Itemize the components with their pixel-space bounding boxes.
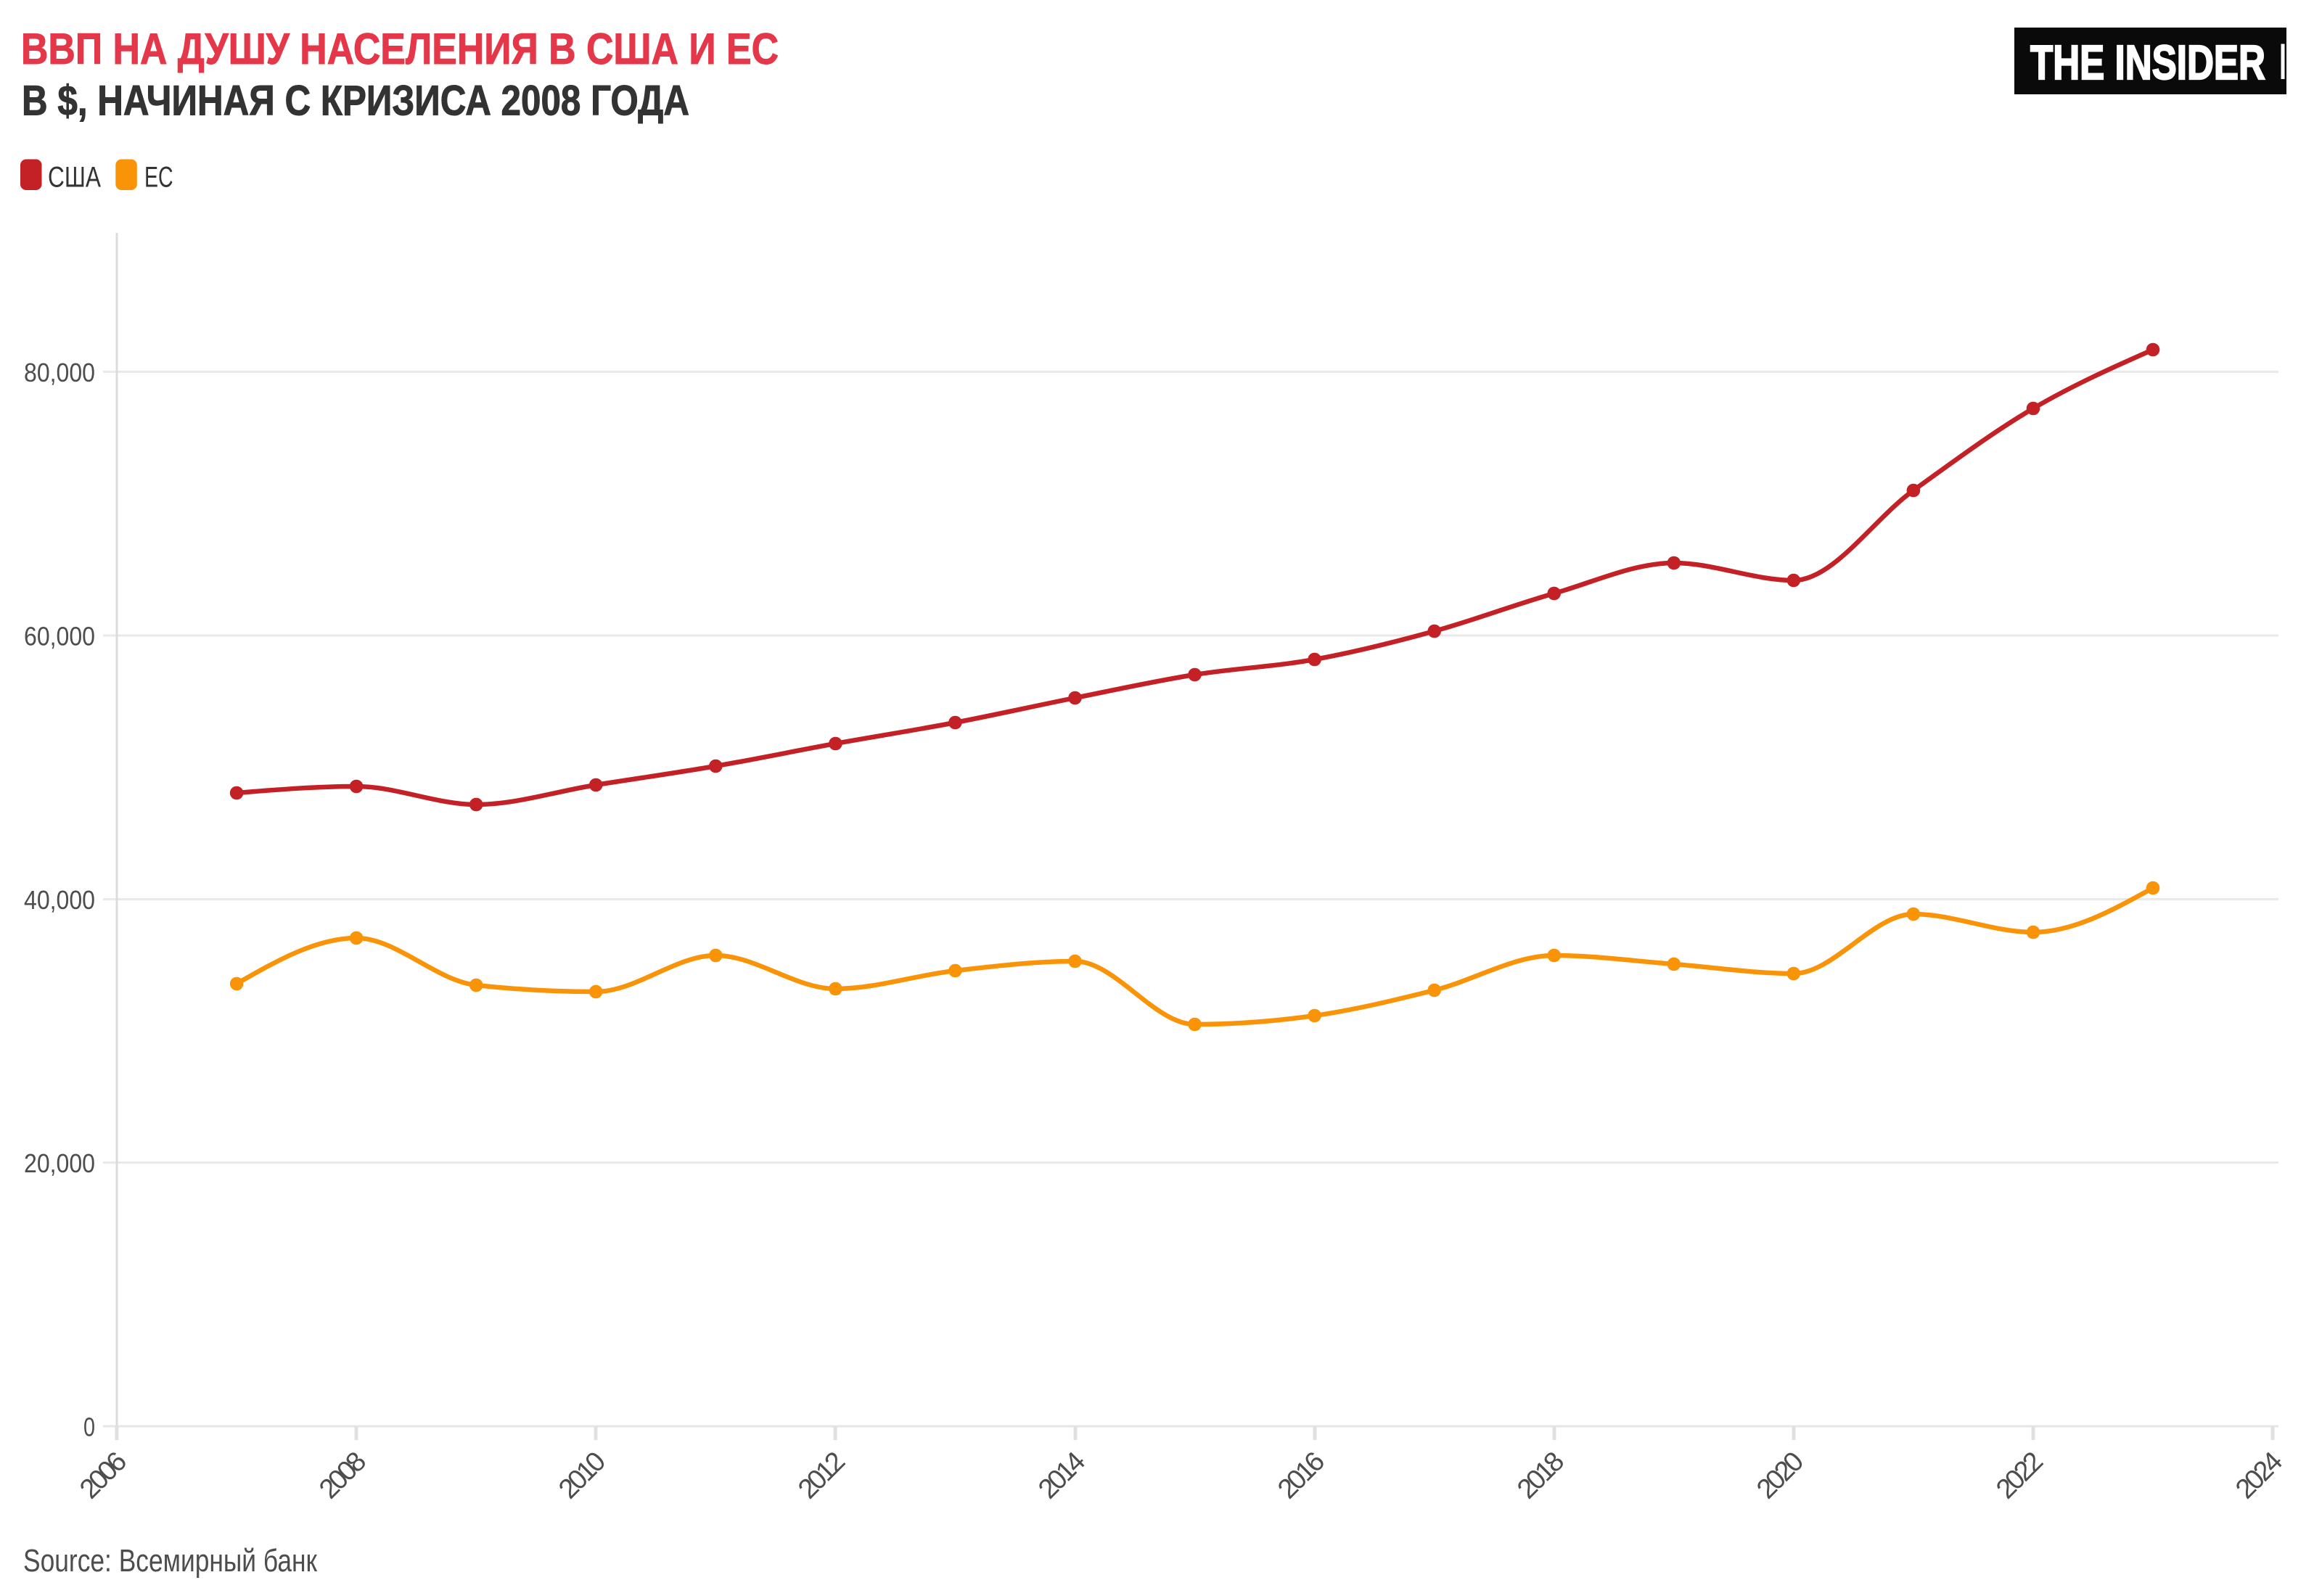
- svg-text:ЕС: ЕС: [144, 162, 173, 194]
- svg-text:THE INSIDER: THE INSIDER: [2030, 36, 2265, 90]
- svg-text:ВВП НА ДУШУ НАСЕЛЕНИЯ В США И: ВВП НА ДУШУ НАСЕЛЕНИЯ В США И ЕС: [21, 25, 779, 73]
- svg-text:Source: Всемирный банк: Source: Всемирный банк: [23, 1543, 318, 1579]
- svg-text:80,000: 80,000: [24, 358, 95, 387]
- svg-text:40,000: 40,000: [24, 885, 95, 915]
- svg-text:В $, НАЧИНАЯ С КРИЗИСА 2008 ГО: В $, НАЧИНАЯ С КРИЗИСА 2008 ГОДА: [22, 78, 689, 125]
- svg-text:0: 0: [83, 1412, 95, 1442]
- svg-text:20,000: 20,000: [24, 1148, 95, 1178]
- svg-text:США: США: [48, 162, 101, 194]
- svg-text:60,000: 60,000: [24, 622, 95, 651]
